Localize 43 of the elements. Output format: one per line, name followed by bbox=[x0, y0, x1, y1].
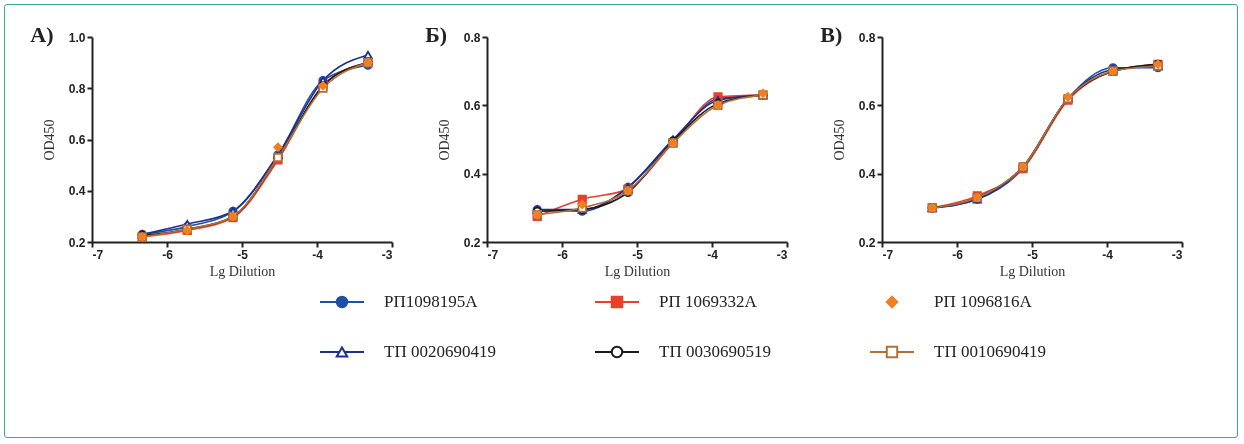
x-tick-label: -3 bbox=[1171, 247, 1183, 262]
legend-label: РП1098195A bbox=[384, 292, 479, 311]
x-tick-label: -5 bbox=[632, 247, 644, 262]
legend-label: РП 1096816A bbox=[934, 292, 1033, 311]
x-axis-title: Lg Dilution bbox=[999, 263, 1066, 279]
x-tick-label: -5 bbox=[1027, 247, 1039, 262]
x-axis-title: Lg Dilution bbox=[604, 263, 671, 279]
chart-title: А) bbox=[30, 22, 54, 47]
y-tick-label: 0.8 bbox=[858, 30, 876, 45]
y-tick-label: 0.6 bbox=[858, 98, 876, 113]
x-tick-label: -4 bbox=[1102, 247, 1114, 262]
x-tick-label: -3 bbox=[381, 247, 393, 262]
x-tick-label: -7 bbox=[92, 247, 104, 262]
x-tick-label: -4 bbox=[312, 247, 324, 262]
y-axis-title: OD450 bbox=[831, 119, 847, 161]
y-tick-label: 0.6 bbox=[68, 133, 86, 147]
chart-title: Б) bbox=[425, 22, 448, 47]
x-axis-title: Lg Dilution bbox=[209, 263, 276, 279]
y-tick-label: 0.4 bbox=[68, 184, 86, 199]
chart-title: В) bbox=[820, 22, 843, 47]
x-tick-label: -3 bbox=[776, 247, 788, 262]
y-tick-label: 1.0 bbox=[68, 30, 86, 45]
x-tick-label: -4 bbox=[707, 247, 719, 262]
x-tick-label: -6 bbox=[162, 247, 174, 262]
x-tick-label: -6 bbox=[952, 247, 964, 262]
x-tick-label: -7 bbox=[487, 247, 499, 262]
legend-label: ТП 0030690519 bbox=[659, 342, 771, 361]
y-tick-label: 0.2 bbox=[68, 235, 86, 250]
y-tick-label: 0.8 bbox=[463, 30, 481, 45]
x-tick-label: -5 bbox=[237, 247, 249, 262]
y-tick-label: 0.2 bbox=[463, 235, 481, 250]
y-axis-title: OD450 bbox=[436, 119, 452, 161]
y-axis-title: OD450 bbox=[41, 119, 57, 161]
x-tick-label: -6 bbox=[557, 247, 569, 262]
legend-label: РП 1069332A bbox=[659, 292, 758, 311]
legend-label: ТП 0010690419 bbox=[934, 342, 1046, 361]
x-tick-label: -7 bbox=[882, 247, 894, 262]
y-tick-label: 0.6 bbox=[463, 98, 481, 113]
legend-label: ТП 0020690419 bbox=[384, 342, 496, 361]
y-tick-label: 0.4 bbox=[858, 167, 876, 182]
y-tick-label: 0.4 bbox=[463, 167, 481, 182]
y-tick-label: 0.8 bbox=[68, 81, 86, 96]
y-tick-label: 0.2 bbox=[858, 235, 876, 250]
